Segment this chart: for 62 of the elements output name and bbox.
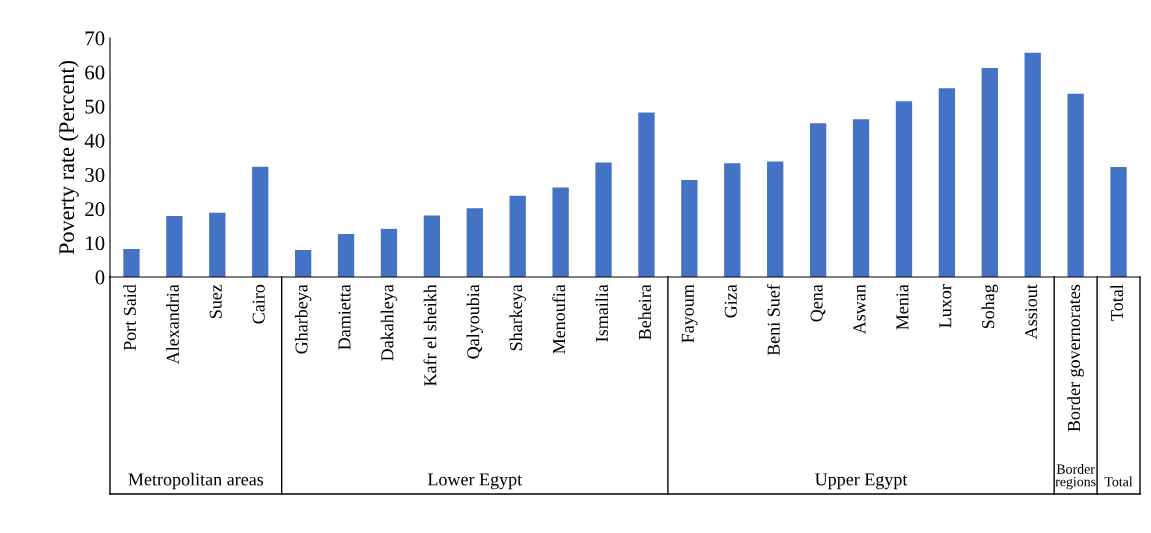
- x-tick-label: Sharkeya: [509, 284, 526, 351]
- x-tick-label: Assiout: [1025, 284, 1038, 340]
- bar: [1024, 52, 1041, 277]
- y-tick-label: 70: [85, 31, 105, 46]
- bar: [552, 187, 569, 277]
- x-tick-label: Suez: [209, 284, 222, 319]
- bar: [1067, 93, 1084, 277]
- bar: [423, 215, 441, 277]
- x-tick-label: Total: [1110, 284, 1124, 321]
- x-tick-label: Kafr el sheikh: [423, 284, 437, 386]
- x-tick-label: Ismailia: [595, 284, 609, 342]
- x-tick-label: Qena: [810, 284, 826, 322]
- x-tick-label: Giza: [724, 284, 737, 318]
- bar: [380, 228, 398, 277]
- x-tick-label: Luxor: [939, 284, 952, 328]
- x-tick-label: Menia: [896, 284, 909, 330]
- bar: [767, 161, 784, 277]
- bar: [123, 249, 140, 277]
- x-tick-label: Damietta: [338, 284, 351, 350]
- x-tick-label: Qalyoubia: [466, 284, 483, 359]
- bar: [938, 88, 956, 277]
- text: Border regions: [1055, 463, 1096, 490]
- bar: [724, 163, 741, 277]
- text: Lower Egypt: [427, 473, 523, 490]
- y-axis-title: Poverty rate (Percent): [58, 60, 79, 255]
- bar: [294, 250, 312, 277]
- y-tick-label: 10: [86, 236, 105, 251]
- text: Total: [1104, 476, 1133, 487]
- bar: [252, 166, 269, 277]
- x-tick-label: Beni Suef: [766, 284, 780, 356]
- bar: [595, 162, 612, 277]
- x-tick-label: Border governorates: [1067, 284, 1084, 432]
- bar: [337, 233, 355, 277]
- bar: [895, 101, 913, 277]
- x-tick-label: Gharbeya: [294, 284, 312, 354]
- x-tick-label: Menoufia: [552, 284, 566, 354]
- y-tick-label: 50: [85, 99, 105, 114]
- x-tick-label: Sohag: [981, 284, 998, 329]
- x-tick-label: Beheira: [638, 284, 651, 340]
- x-tick-label: Aswan: [853, 284, 866, 335]
- x-tick-label: Fayoum: [681, 284, 698, 343]
- y-tick-label: 60: [85, 65, 105, 80]
- y-tick-label: 0: [95, 270, 105, 285]
- bar: [466, 208, 483, 277]
- text: Upper Egypt: [815, 473, 908, 490]
- x-tick-label: Dakahleya: [380, 284, 398, 361]
- bar: [981, 68, 998, 277]
- bar: [509, 195, 526, 277]
- bar: [852, 119, 870, 277]
- x-tick-label: Port Said: [123, 284, 136, 351]
- bar: [681, 180, 698, 277]
- x-tick-label: Alexandria: [166, 284, 179, 365]
- bar: [1110, 167, 1127, 277]
- y-tick-label: 40: [84, 133, 105, 148]
- bar: [809, 123, 827, 277]
- x-tick-label: Cairo: [252, 284, 265, 324]
- bar: [166, 215, 183, 277]
- y-tick-label: 30: [85, 167, 105, 182]
- bar: [638, 112, 655, 277]
- bar: [209, 212, 226, 277]
- y-tick-label: 20: [85, 202, 105, 217]
- text: Metropolitan areas: [128, 472, 264, 490]
